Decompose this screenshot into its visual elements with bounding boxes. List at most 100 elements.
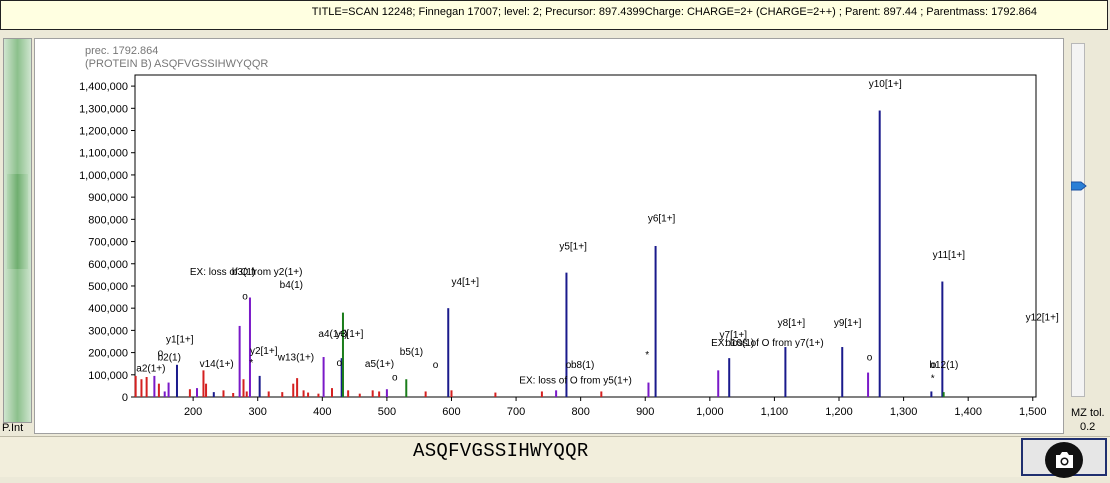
- y-tick-label: 400,000: [88, 303, 128, 315]
- peak-annotation: b4(1): [280, 280, 303, 291]
- x-tick-label: 700: [507, 406, 525, 418]
- peak-bar: [175, 364, 178, 397]
- peak-bar: [157, 383, 160, 397]
- x-tick-label: 1,300: [890, 406, 918, 418]
- y-tick-label: 1,200,000: [79, 126, 128, 138]
- peak-annotation: b5(1): [400, 347, 423, 358]
- peak-annotation: o: [337, 358, 343, 369]
- peak-annotation: y9[1+]: [834, 318, 862, 329]
- x-tick-label: 200: [184, 406, 202, 418]
- peak-bar: [196, 388, 199, 397]
- peak-bar: [867, 372, 870, 397]
- peak-annotation: EX: loss of O from y7(1+): [711, 338, 824, 349]
- peak-bar: [167, 382, 170, 397]
- peak-bar: [878, 110, 881, 397]
- peak-bar: [292, 383, 295, 397]
- plot-frame: [134, 74, 1037, 398]
- peak-annotation: b8(1): [571, 360, 594, 371]
- peak-annotation: a2(1+): [136, 363, 165, 374]
- y-tick-label: 100,000: [88, 370, 128, 382]
- peak-annotation: b12(1): [929, 360, 958, 371]
- peak-bar: [378, 391, 381, 397]
- y-tick-label: 300,000: [88, 325, 128, 337]
- peak-annotation: v14(1+): [200, 359, 234, 370]
- y-tick-label: 800,000: [88, 214, 128, 226]
- spectrum-title: TITLE=SCAN 12248; Finnegan 17007; level:…: [311, 6, 1037, 18]
- intensity-scrollbar[interactable]: [3, 38, 32, 423]
- peak-bar: [728, 358, 731, 397]
- peak-bar: [330, 388, 333, 397]
- intensity-scroll-thumb[interactable]: [7, 174, 28, 269]
- peak-annotation: w13(1+): [277, 352, 314, 363]
- peak-bar: [555, 390, 558, 397]
- peak-annotation: y12[1+]: [1026, 312, 1059, 323]
- x-tick-label: 1,500: [1019, 406, 1047, 418]
- peak-annotation: o: [158, 348, 164, 359]
- peak-bar: [942, 392, 945, 397]
- mz-tolerance-value: 0.2: [1080, 421, 1096, 433]
- y-tick-label: 1,100,000: [79, 148, 128, 160]
- peak-annotation: y1[1+]: [166, 335, 194, 346]
- peak-bar: [202, 370, 205, 397]
- peak-bar: [784, 347, 787, 397]
- peak-bar: [212, 392, 215, 397]
- mz-tolerance-slider-thumb[interactable]: [1071, 181, 1087, 191]
- y-tick-label: 1,400,000: [79, 81, 128, 93]
- peak-annotation: y8[1+]: [778, 318, 806, 329]
- x-tick-label: 800: [571, 406, 589, 418]
- peak-bar: [540, 391, 543, 397]
- peak-annotation: b2(1): [158, 352, 181, 363]
- y-tick-label: 0: [122, 392, 128, 404]
- peak-bar: [322, 357, 325, 397]
- peak-annotation: a5(1+): [365, 359, 394, 370]
- peak-annotation: o: [392, 372, 398, 383]
- peak-bar: [494, 392, 497, 397]
- mz-tolerance-slider-track[interactable]: [1071, 43, 1085, 397]
- sequence-bar: [0, 436, 1110, 477]
- peak-bar: [340, 358, 343, 397]
- peak-bar: [134, 375, 137, 397]
- peak-annotation: y7[1+]: [720, 330, 748, 341]
- peak-bar: [302, 390, 305, 397]
- y-tick-label: 900,000: [88, 192, 128, 204]
- x-tick-label: 1,000: [696, 406, 724, 418]
- peak-bar: [307, 392, 310, 397]
- peak-bar: [647, 382, 650, 397]
- spectrum-chart: prec. 1792.864(PROTEIN B) ASQFVGSSIHWYQQ…: [79, 45, 1059, 418]
- peak-bar: [245, 391, 248, 397]
- x-tick-label: 600: [442, 406, 460, 418]
- peak-bar: [450, 390, 453, 397]
- peak-bar: [941, 281, 944, 397]
- mz-tolerance-label: MZ tol.: [1071, 407, 1105, 419]
- peak-bar: [341, 312, 344, 397]
- peak-bar: [163, 391, 166, 397]
- camera-icon: [1045, 442, 1083, 478]
- peak-annotation: a4(1+): [318, 329, 347, 340]
- y-tick-label: 1,300,000: [79, 103, 128, 115]
- peak-annotation: b3(1): [232, 267, 255, 278]
- x-tick-label: 900: [636, 406, 654, 418]
- peak-annotation: o: [931, 360, 937, 371]
- peak-bar: [930, 391, 933, 397]
- peak-annotation: *: [931, 373, 935, 384]
- peak-bar: [600, 391, 603, 397]
- peak-annotation: b10(1): [725, 338, 754, 349]
- peak-bar: [267, 391, 270, 397]
- peak-bar: [717, 370, 720, 397]
- x-tick-label: 1,200: [825, 406, 853, 418]
- peak-annotation: EX: loss of O from y5(1+): [519, 376, 632, 387]
- peak-annotation: *: [249, 358, 253, 369]
- peak-bar: [281, 392, 284, 397]
- peptide-sequence: ASQFVGSSIHWYQQR: [413, 440, 589, 462]
- peak-bar: [317, 393, 320, 397]
- peak-annotation: o: [242, 291, 248, 302]
- x-tick-label: 1,400: [954, 406, 982, 418]
- camera-button[interactable]: [1021, 438, 1107, 478]
- peak-bar: [188, 389, 191, 397]
- peak-bar: [654, 245, 657, 397]
- peak-bar: [242, 379, 245, 397]
- peak-bar: [371, 390, 374, 397]
- peak-bar: [296, 378, 299, 397]
- peak-annotation: y2[1+]: [250, 346, 278, 357]
- peak-bar: [405, 379, 408, 397]
